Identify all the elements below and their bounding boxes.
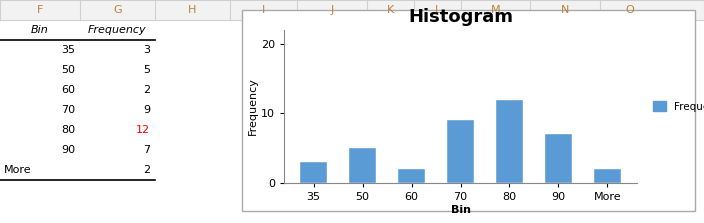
Text: 70: 70 bbox=[61, 105, 75, 115]
Text: 35: 35 bbox=[61, 45, 75, 55]
Text: N: N bbox=[561, 5, 570, 15]
Bar bbox=[545, 134, 572, 183]
Text: 9: 9 bbox=[143, 105, 150, 115]
Text: 2: 2 bbox=[143, 165, 150, 175]
X-axis label: Bin: Bin bbox=[451, 205, 470, 215]
Bar bbox=[300, 162, 327, 183]
Text: 5: 5 bbox=[143, 65, 150, 75]
Text: O: O bbox=[626, 5, 634, 15]
Text: K: K bbox=[387, 5, 394, 15]
Text: 80: 80 bbox=[61, 125, 75, 135]
Text: 60: 60 bbox=[61, 85, 75, 95]
Text: More: More bbox=[4, 165, 32, 175]
Bar bbox=[0, 0, 704, 20]
Y-axis label: Frequency: Frequency bbox=[248, 78, 258, 135]
Text: 90: 90 bbox=[61, 145, 75, 155]
Text: Frequency: Frequency bbox=[88, 25, 147, 35]
Text: F: F bbox=[37, 5, 43, 15]
Text: 3: 3 bbox=[143, 45, 150, 55]
Text: M: M bbox=[491, 5, 501, 15]
Title: Histogram: Histogram bbox=[408, 8, 513, 26]
Text: L: L bbox=[434, 5, 441, 15]
Text: 2: 2 bbox=[143, 85, 150, 95]
Text: H: H bbox=[188, 5, 196, 15]
Text: 12: 12 bbox=[136, 125, 150, 135]
Text: J: J bbox=[330, 5, 334, 15]
Text: 7: 7 bbox=[143, 145, 150, 155]
Bar bbox=[447, 120, 474, 183]
Bar bbox=[496, 99, 523, 183]
Text: 50: 50 bbox=[61, 65, 75, 75]
Text: Bin: Bin bbox=[31, 25, 49, 35]
Text: G: G bbox=[113, 5, 122, 15]
Legend: Frequency: Frequency bbox=[649, 97, 704, 116]
Bar bbox=[398, 169, 425, 183]
Text: I: I bbox=[262, 5, 265, 15]
Bar bbox=[594, 169, 621, 183]
Bar bbox=[349, 148, 376, 183]
Bar bbox=[242, 10, 695, 211]
